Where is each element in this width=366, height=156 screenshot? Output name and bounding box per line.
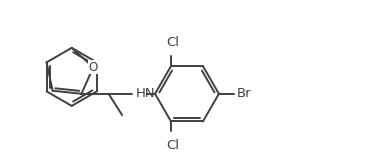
Text: Br: Br xyxy=(236,87,251,100)
Text: O: O xyxy=(89,61,98,74)
Text: Cl: Cl xyxy=(167,139,179,152)
Text: HN: HN xyxy=(136,87,155,100)
Text: Cl: Cl xyxy=(167,36,179,49)
